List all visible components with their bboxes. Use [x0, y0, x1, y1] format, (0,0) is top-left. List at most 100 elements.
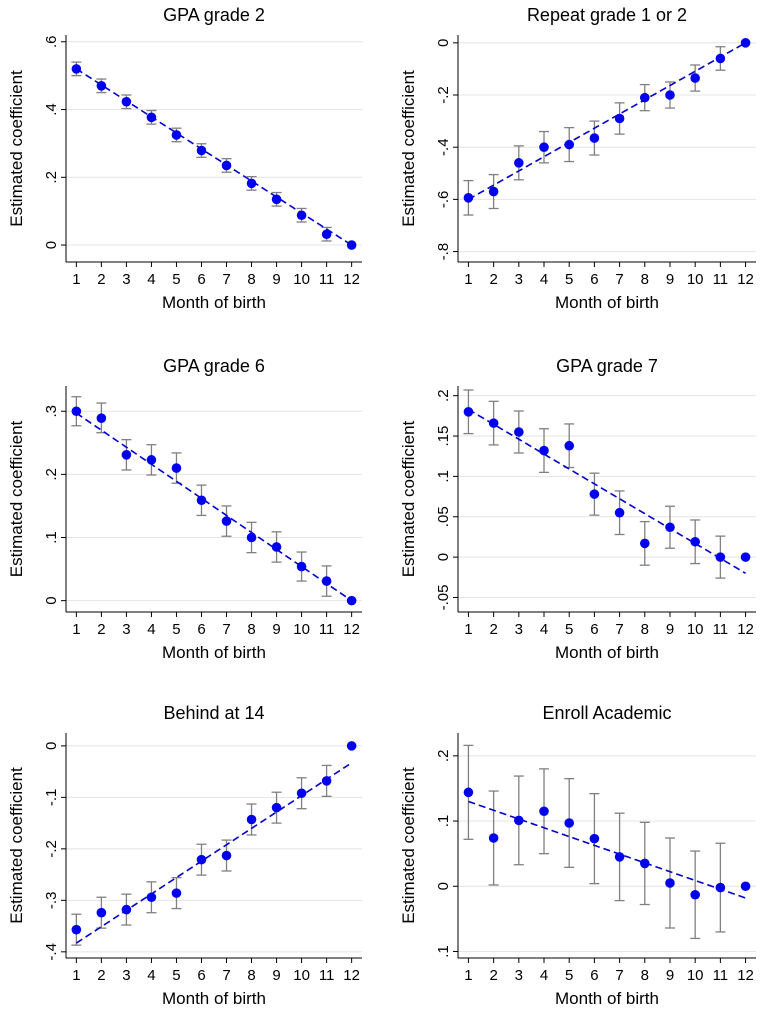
- chart-title: GPA grade 6: [163, 356, 265, 376]
- data-point: [146, 112, 157, 123]
- fit-line: [468, 408, 746, 574]
- x-tick-label: 1: [72, 271, 80, 288]
- data-point: [196, 145, 207, 156]
- x-tick-label: 10: [687, 271, 704, 288]
- data-point: [346, 741, 357, 751]
- data-point: [296, 788, 307, 799]
- x-tick-label: 5: [565, 271, 573, 288]
- data-point: [171, 130, 182, 140]
- y-axis-label: Estimated coefficient: [7, 420, 26, 577]
- fit-line: [75, 762, 353, 944]
- y-axis-label: Estimated coefficient: [399, 70, 418, 227]
- data-point: [639, 538, 650, 549]
- data-point: [121, 96, 132, 107]
- x-tick-label: 3: [122, 271, 130, 288]
- data-point: [614, 852, 625, 862]
- x-tick-label: 3: [122, 967, 130, 984]
- data-point: [539, 806, 549, 817]
- x-tick-label: 12: [737, 967, 754, 984]
- data-point: [740, 552, 751, 562]
- y-tick-label: .4: [43, 103, 60, 116]
- x-tick-label: 10: [293, 967, 310, 984]
- x-tick-label: 5: [172, 621, 180, 638]
- data-point: [463, 787, 474, 798]
- chart-title: GPA grade 7: [556, 356, 658, 376]
- y-tick-label: .6: [43, 36, 60, 49]
- data-point: [296, 561, 307, 572]
- x-tick-label: 9: [272, 621, 280, 638]
- chart-panel-5: Behind at 140-.1-.2-.3-.41 2 3 4 5 6 7 8 9 10 11 12…: [7, 703, 362, 1008]
- x-axis-label: Month of birth: [162, 989, 266, 1008]
- x-tick-label: 1: [464, 621, 472, 638]
- y-tick-label: .3: [43, 405, 60, 418]
- data-point: [296, 210, 307, 221]
- y-tick-label: 0: [435, 39, 452, 47]
- data-point: [690, 536, 700, 547]
- x-tick-label: 2: [489, 271, 497, 288]
- x-axis-label: Month of birth: [555, 989, 659, 1008]
- x-tick-label: 11: [319, 621, 335, 638]
- x-tick-label: 5: [172, 967, 180, 984]
- data-point: [96, 413, 107, 423]
- chart-panel-2: Repeat grade 1 or 2 0 -.2 -.4 -.6 -.8 1 2 3 4 5 6 7 8…: [399, 5, 756, 312]
- x-tick-label: 1: [72, 967, 80, 984]
- y-tick-label: -.05: [435, 585, 452, 611]
- y-tick-label: -.4: [435, 138, 452, 156]
- x-tick-label: 9: [666, 621, 674, 638]
- x-tick-label: 12: [737, 271, 754, 288]
- data-point: [488, 833, 499, 843]
- x-tick-label: 11: [319, 967, 335, 984]
- data-point: [246, 814, 257, 825]
- x-tick-label: 12: [343, 271, 360, 288]
- data-point: [715, 53, 726, 64]
- y-axis-label: Estimated coefficient: [7, 70, 26, 227]
- data-point: [221, 160, 232, 171]
- data-point: [321, 576, 332, 586]
- y-tick-label: 0: [43, 241, 60, 249]
- data-point: [690, 889, 700, 900]
- x-tick-label: 8: [641, 967, 649, 984]
- data-point: [71, 406, 82, 417]
- x-tick-label: 2: [489, 967, 497, 984]
- data-point: [321, 229, 332, 240]
- data-point: [321, 776, 332, 786]
- data-point: [564, 139, 575, 150]
- data-point: [246, 178, 257, 189]
- data-point: [271, 542, 282, 552]
- data-point: [564, 440, 575, 451]
- data-point: [514, 427, 524, 437]
- y-tick-label: .1: [435, 470, 452, 483]
- data-point: [740, 38, 751, 48]
- data-point: [71, 924, 82, 935]
- x-tick-label: 3: [122, 621, 130, 638]
- x-tick-label: 8: [641, 621, 649, 638]
- y-tick-label: 0: [43, 596, 60, 604]
- x-tick-label: 8: [247, 967, 255, 984]
- data-point: [246, 532, 257, 543]
- x-tick-label: 7: [615, 967, 623, 984]
- fit-line: [468, 42, 746, 201]
- data-point: [121, 450, 132, 460]
- data-point: [539, 445, 549, 456]
- x-tick-label: 3: [515, 271, 523, 288]
- x-axis-label: Month of birth: [162, 293, 266, 312]
- x-tick-label: 12: [737, 621, 754, 638]
- y-tick-label: .2: [43, 171, 60, 184]
- data-point: [715, 882, 726, 893]
- y-tick-label: -.6: [435, 191, 452, 209]
- fit-line: [75, 68, 353, 246]
- x-tick-label: 9: [666, 967, 674, 984]
- x-tick-label: 7: [615, 271, 623, 288]
- y-axis-label: Estimated coefficient: [7, 767, 26, 924]
- x-tick-label: 1: [464, 271, 472, 288]
- x-tick-label: 11: [713, 967, 729, 984]
- data-point: [614, 113, 625, 124]
- y-tick-label: -.2: [43, 840, 60, 858]
- data-point: [96, 81, 107, 91]
- x-tick-label: 3: [515, 967, 523, 984]
- x-tick-label: 8: [641, 271, 649, 288]
